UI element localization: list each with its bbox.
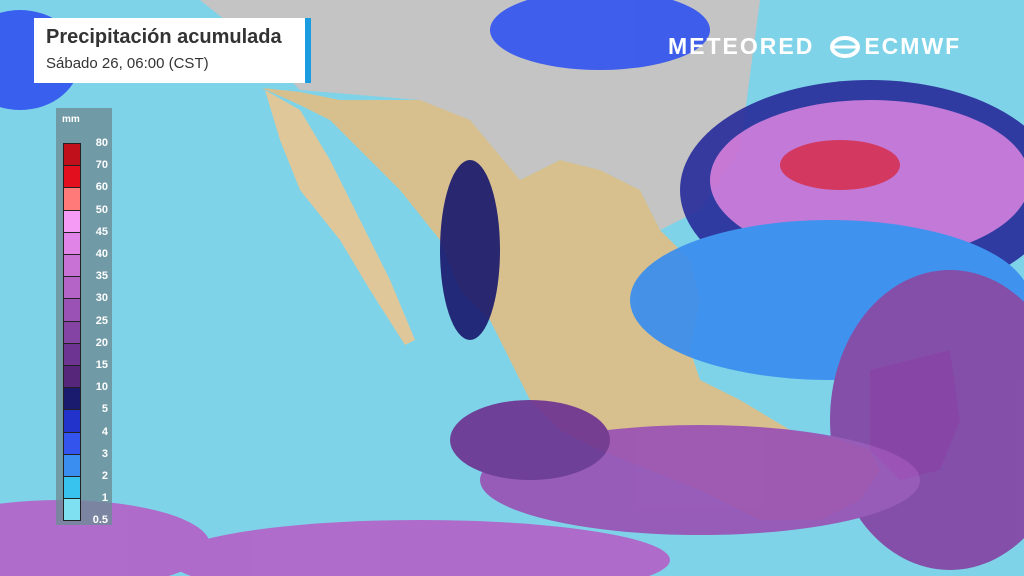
legend-swatch — [63, 209, 81, 233]
legend-swatch — [63, 498, 81, 522]
ecmwf-icon — [830, 35, 861, 58]
legend-label: 3 — [101, 447, 108, 460]
legend-label: 15 — [95, 359, 108, 371]
legend-swatch — [63, 143, 81, 167]
legend-swatch — [63, 409, 81, 433]
mexico-land — [262, 88, 880, 520]
logos: METEORED ECMWF — [668, 33, 961, 60]
legend-label: 0.5 — [92, 514, 108, 527]
legend-swatch — [63, 320, 81, 344]
legend-swatch — [63, 453, 81, 477]
legend-label: 50 — [95, 203, 108, 216]
legend-swatch — [63, 342, 81, 366]
legend-swatch — [63, 165, 81, 189]
map-subtitle: Sábado 26, 06:00 (CST) — [46, 55, 209, 72]
ecmwf-text: ECMWF — [864, 33, 962, 59]
legend-swatch — [63, 254, 81, 278]
baja-california — [265, 90, 415, 345]
precipitation-legend: mm 80 70 60 50 45 40 35 30 25 20 15 10 5 4 3 2 1 0.5 — [56, 108, 112, 527]
legend-swatch — [63, 431, 81, 455]
legend-label: 5 — [101, 403, 108, 416]
legend-swatch — [63, 231, 81, 255]
legend-label: 40 — [95, 248, 108, 260]
legend-label: 70 — [95, 159, 108, 172]
ecmwf-logo: ECMWF — [830, 33, 961, 60]
legend-label: 60 — [95, 181, 108, 194]
legend-swatch — [63, 476, 81, 500]
map-title: Precipitación acumulada — [46, 26, 282, 48]
meteored-logo: METEORED — [668, 33, 815, 59]
title-box: Precipitación acumulada Sábado 26, 06:00… — [34, 18, 311, 83]
legend-unit: mm — [62, 114, 80, 125]
legend-label: 30 — [95, 292, 108, 305]
legend-swatch — [63, 187, 81, 211]
legend-label: 35 — [95, 270, 108, 283]
legend-swatch — [63, 387, 81, 411]
legend-label: 10 — [95, 381, 108, 394]
legend-label: 20 — [95, 336, 108, 349]
legend-swatch — [63, 298, 81, 322]
legend-label: 4 — [101, 425, 108, 438]
legend-label: 25 — [95, 314, 108, 327]
legend-label: 1 — [101, 492, 108, 505]
legend-swatch — [63, 276, 81, 300]
legend-label: 80 — [95, 137, 108, 149]
legend-label: 45 — [95, 225, 108, 238]
legend-label: 2 — [101, 470, 108, 482]
legend-swatch — [63, 365, 81, 389]
